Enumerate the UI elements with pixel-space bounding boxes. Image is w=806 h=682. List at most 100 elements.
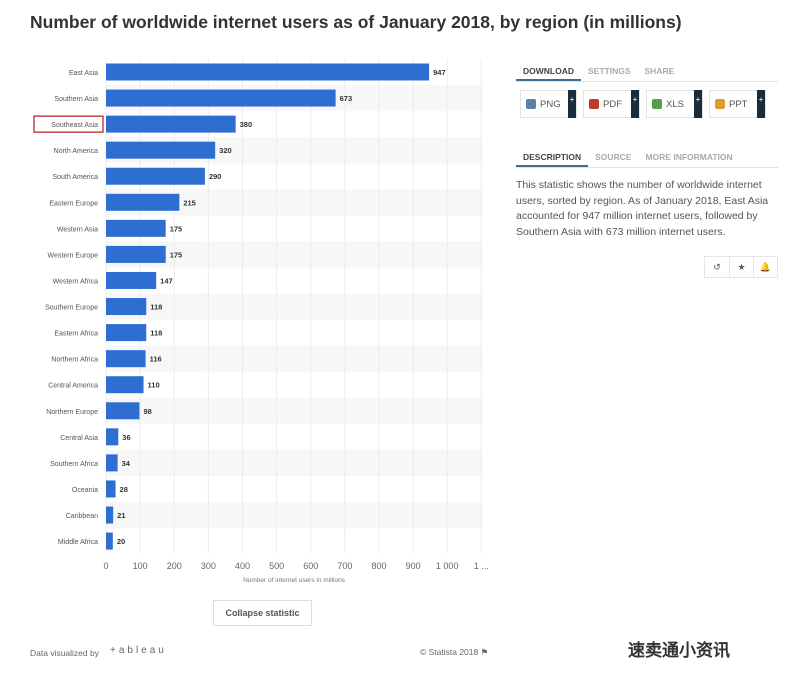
- category-label: Central America: [48, 383, 98, 390]
- x-tick-label: 500: [269, 561, 284, 571]
- category-label: Southern Africa: [50, 461, 98, 468]
- plus-icon[interactable]: +: [568, 90, 576, 118]
- category-label: Oceania: [72, 487, 98, 494]
- tab-download[interactable]: DOWNLOAD: [516, 60, 581, 81]
- xls-file-icon: [652, 99, 662, 109]
- star-icon[interactable]: ★: [729, 257, 753, 277]
- tab-more-information[interactable]: MORE INFORMATION: [645, 152, 733, 162]
- bar[interactable]: [106, 506, 114, 524]
- category-label: Northern Africa: [51, 357, 98, 364]
- category-label: South America: [52, 174, 98, 181]
- category-label: Eastern Europe: [49, 200, 98, 207]
- bar[interactable]: [106, 350, 146, 368]
- download-pdf-button[interactable]: PDF +: [583, 90, 640, 118]
- category-label: Western Europe: [48, 252, 99, 259]
- category-label: Southern Asia: [54, 96, 98, 103]
- bar[interactable]: [106, 219, 166, 237]
- data-label: 147: [160, 276, 173, 285]
- category-label: Southeast Asia: [51, 122, 98, 129]
- tableau-logo: +ableau: [110, 645, 167, 656]
- highlight-box: [33, 115, 104, 133]
- x-tick-label: 1 ...: [474, 561, 489, 571]
- bar[interactable]: [106, 428, 119, 446]
- info-tabs: DESCRIPTION SOURCE MORE INFORMATION: [516, 146, 778, 168]
- x-tick-label: 600: [303, 561, 318, 571]
- bar[interactable]: [106, 480, 116, 498]
- data-label: 110: [148, 381, 160, 390]
- plus-icon[interactable]: +: [631, 90, 639, 118]
- data-label: 28: [120, 485, 128, 494]
- x-axis-label: Number of internet users in millions: [243, 577, 346, 584]
- category-label: North America: [54, 148, 98, 155]
- data-label: 98: [143, 407, 151, 416]
- download-label: PNG: [540, 98, 561, 110]
- data-label: 215: [183, 198, 196, 207]
- download-ppt-button[interactable]: PPT +: [709, 90, 766, 118]
- row-band: [106, 502, 482, 529]
- data-label: 118: [150, 329, 162, 338]
- category-label: Central Asia: [60, 435, 98, 442]
- ppt-file-icon: [715, 99, 725, 109]
- bell-icon[interactable]: 🔔: [753, 257, 777, 277]
- row-band: [106, 345, 482, 372]
- bar[interactable]: [106, 532, 113, 550]
- bar[interactable]: [106, 167, 205, 185]
- copyright: © Statista 2018 ⚑: [420, 647, 489, 657]
- tab-settings[interactable]: SETTINGS: [588, 66, 631, 76]
- bar[interactable]: [106, 324, 147, 342]
- category-label: Middle Africa: [58, 539, 98, 546]
- x-tick-label: 0: [103, 561, 108, 571]
- tab-share[interactable]: SHARE: [644, 66, 675, 76]
- description-text: This statistic shows the number of world…: [516, 179, 769, 238]
- bar[interactable]: [106, 298, 147, 316]
- data-label: 36: [122, 433, 130, 442]
- row-band: [106, 397, 482, 424]
- download-xls-button[interactable]: XLS +: [646, 90, 703, 118]
- category-label: Northern Europe: [46, 409, 98, 416]
- tab-source[interactable]: SOURCE: [595, 152, 632, 162]
- x-tick-label: 300: [201, 561, 216, 571]
- bar[interactable]: [106, 193, 180, 211]
- data-label: 673: [340, 94, 353, 103]
- bar[interactable]: [106, 89, 336, 107]
- data-label: 380: [240, 120, 253, 129]
- x-tick-label: 100: [133, 561, 148, 571]
- data-label: 116: [150, 355, 162, 364]
- history-icon[interactable]: ↺: [713, 262, 721, 272]
- page-title: Number of worldwide internet users as of…: [30, 12, 682, 32]
- data-label: 34: [122, 459, 131, 468]
- pdf-file-icon: [589, 99, 599, 109]
- collapse-statistic-button[interactable]: Collapse statistic: [213, 600, 312, 626]
- bar-chart: 0 100 200 300 400 500 600 700 800 900 1 000 1 ... Nu…: [33, 58, 489, 584]
- bar[interactable]: [106, 454, 118, 472]
- data-label: 21: [117, 511, 125, 520]
- bar[interactable]: [106, 141, 216, 159]
- download-buttons: PNG + PDF + XLS + PPT +: [516, 90, 778, 118]
- x-tick-label: 200: [167, 561, 182, 571]
- bar[interactable]: [106, 271, 157, 289]
- data-label: 20: [117, 537, 125, 546]
- x-tick-label: 700: [337, 561, 352, 571]
- bar[interactable]: [106, 115, 236, 133]
- plus-icon[interactable]: +: [694, 90, 702, 118]
- bar[interactable]: [106, 402, 140, 420]
- x-tick-label: 900: [406, 561, 421, 571]
- category-label: Western Asia: [57, 226, 98, 233]
- bar[interactable]: [106, 376, 144, 394]
- png-file-icon: [526, 99, 536, 109]
- x-tick-label: 800: [371, 561, 386, 571]
- data-label: 320: [219, 146, 232, 155]
- category-label: East Asia: [69, 70, 98, 77]
- download-png-button[interactable]: PNG +: [520, 90, 577, 118]
- download-tabs: DOWNLOAD SETTINGS SHARE: [516, 60, 778, 82]
- data-label: 175: [170, 250, 183, 259]
- credit-text: Data visualized by: [30, 648, 99, 658]
- category-label: Western Africa: [53, 278, 98, 285]
- bar[interactable]: [106, 63, 430, 81]
- side-panel: DOWNLOAD SETTINGS SHARE PNG + PDF + XLS + PPT +…: [516, 60, 778, 278]
- category-label: Eastern Africa: [54, 331, 98, 338]
- plus-icon[interactable]: +: [757, 90, 765, 118]
- bar[interactable]: [106, 245, 166, 263]
- tab-description[interactable]: DESCRIPTION: [516, 146, 589, 167]
- x-tick-label: 400: [235, 561, 250, 571]
